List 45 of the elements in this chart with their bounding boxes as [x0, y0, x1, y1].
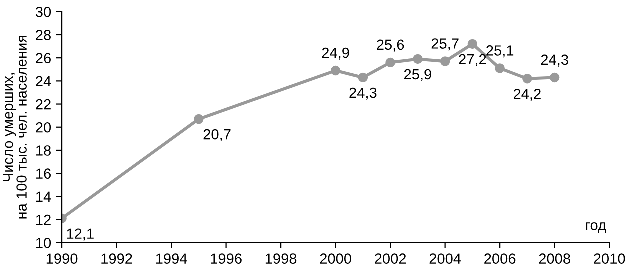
- data-label: 12,1: [67, 228, 94, 241]
- x-tick-label: 2000: [320, 254, 352, 264]
- point: [495, 64, 505, 74]
- data-label: 24,3: [541, 54, 568, 67]
- point: [468, 39, 478, 50]
- x-tick-label: 1996: [211, 254, 242, 264]
- data-label: 24,9: [322, 48, 350, 60]
- point: [386, 58, 396, 68]
- x-tick-label: 1992: [102, 254, 132, 264]
- x-tick-label: 1994: [156, 254, 188, 264]
- y-tick-label: 26: [36, 53, 51, 64]
- point: [330, 66, 341, 76]
- point: [440, 56, 450, 66]
- data-label: 24,2: [514, 88, 541, 102]
- x-tick-label: 2004: [430, 254, 462, 264]
- point: [550, 72, 560, 83]
- point: [522, 74, 532, 84]
- data-label: 24,3: [350, 88, 377, 100]
- y-tick-label: 28: [36, 30, 51, 40]
- y-tick-label: 24: [36, 76, 52, 86]
- data-label: 25,6: [377, 40, 404, 52]
- x-tick-label: 2002: [375, 254, 406, 264]
- data-label: 25,1: [486, 46, 514, 58]
- y-tick-label: 12: [36, 214, 51, 226]
- y-tick-label: 14: [36, 192, 52, 202]
- x-tick-label: 2008: [539, 254, 570, 264]
- point: [413, 54, 423, 64]
- point: [358, 72, 368, 83]
- y-tick-label: 20: [36, 122, 52, 133]
- y-tick-label: 18: [36, 146, 51, 156]
- y-tick-label: 30: [36, 6, 52, 18]
- x-tick-label: 2010: [594, 254, 626, 264]
- x-tick-label: 2006: [484, 254, 516, 264]
- data-label: 20,7: [204, 129, 231, 142]
- point: [194, 114, 204, 124]
- y-axis-title: Число умерших, на 100 тыс. чел. населения: [3, 36, 27, 219]
- data-label: 25,9: [404, 69, 432, 82]
- data-label: 25,7: [432, 38, 459, 51]
- x-tick-label: 1990: [46, 254, 78, 264]
- y-tick-label: 10: [36, 238, 52, 248]
- data-label: 27,2: [459, 54, 486, 66]
- y-tick-label: 22: [36, 99, 51, 110]
- x-tick-label: 1998: [266, 254, 297, 264]
- x-axis-title: год: [586, 222, 606, 234]
- y-tick-label: 16: [36, 168, 51, 180]
